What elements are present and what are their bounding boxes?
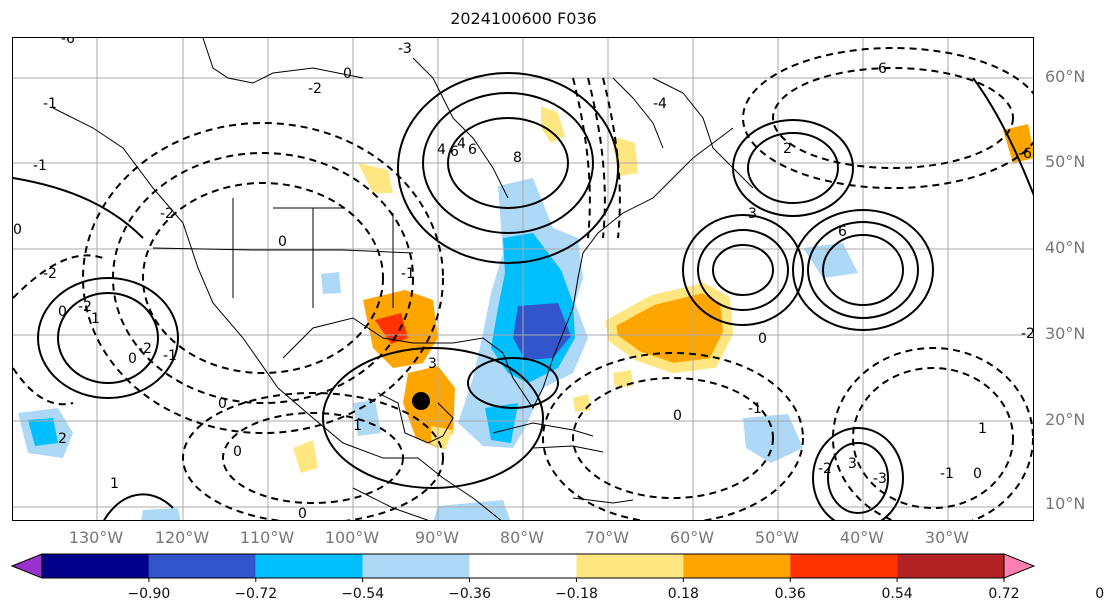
colorbar-cell [897, 554, 1004, 578]
contour-label: 4 [437, 142, 446, 158]
contour-label: -1 [940, 466, 954, 482]
solid-contours [13, 72, 1033, 520]
contour-label: 2 [783, 141, 792, 157]
contour-label: 0 [343, 66, 352, 82]
colorbar-outline [41, 553, 1005, 579]
contour-label: 4 [457, 136, 466, 152]
colorbar-cell [576, 554, 684, 578]
contour-label: 6 [450, 144, 459, 160]
contour-label: 2 [58, 431, 67, 447]
contour-label: 6 [468, 142, 477, 158]
colorbar-cell [469, 554, 577, 578]
graticule [13, 38, 1033, 520]
contour-labels: -6 6 4 6 -6 -3 -2 -1 0 -2 8 4 2 0 -1 -2 … [13, 38, 1034, 521]
contour-label: 1 [110, 476, 119, 492]
lon-label: 120°W [154, 528, 210, 547]
storm-center-marker [412, 392, 430, 410]
contour-label: -3 [398, 41, 412, 57]
contour-label: -2 [138, 341, 152, 357]
contour-label: -3 [873, 471, 887, 487]
lon-label: 80°W [499, 528, 545, 547]
positive-shading [293, 106, 1033, 473]
colorbar-tick-label: −0.18 [554, 586, 598, 602]
contour-label: 0 [13, 222, 22, 238]
lon-label: 130°W [68, 528, 124, 547]
lon-label: 70°W [584, 528, 630, 547]
contour-label: -6 [873, 61, 887, 77]
contour-label: -2 [818, 461, 832, 477]
colorbar-tick-label: 0.36 [774, 586, 806, 602]
contour-label: 0 [58, 304, 67, 320]
contour-label: 3 [748, 206, 757, 222]
lon-label: 90°W [414, 528, 460, 547]
contour-label: -1 [163, 348, 177, 364]
colorbar-tick-label: −0.72 [234, 586, 278, 602]
contour-label: -1 [401, 266, 415, 282]
colorbar-arrow-low [10, 553, 43, 579]
contour-label: 1 [353, 418, 362, 434]
contour-label: -1 [33, 158, 47, 174]
contour-label: -2 [308, 81, 322, 97]
contour-label: -1 [748, 401, 762, 417]
colorbar-cell [42, 554, 149, 578]
colorbar-cell [683, 554, 791, 578]
lat-label: 60°N [1045, 67, 1086, 86]
contour-label: 0 [973, 466, 982, 482]
contour-label: 0 [298, 506, 307, 521]
lat-label: 10°N [1045, 494, 1086, 513]
contour-label: 3 [848, 456, 857, 472]
dashed-contours [13, 47, 1033, 520]
colorbar-cell [255, 554, 363, 578]
map-title: 2024100600 F036 [450, 9, 597, 28]
contour-label: -2 [160, 206, 174, 222]
colorbar-cell [148, 554, 256, 578]
colorbar-tick-label: −0.90 [127, 586, 171, 602]
colorbar-tick-label: −0.36 [448, 586, 491, 602]
colorbar-tick-label: 0.54 [881, 586, 913, 602]
lon-label: 40°W [839, 528, 885, 547]
contour-label: -6 [61, 38, 75, 47]
contour-label: 1 [978, 421, 987, 437]
contour-label: 0 [233, 444, 242, 460]
contour-label: 6 [838, 224, 847, 240]
contour-label: -2 [43, 266, 57, 282]
contour-label: 8 [513, 150, 522, 166]
coastlines [52, 38, 754, 520]
contour-label: -2 [1021, 326, 1034, 342]
lon-label: 50°W [754, 528, 800, 547]
contour-label: 1 [91, 311, 100, 327]
contour-label: -2 [78, 299, 92, 315]
colorbar-tick-label: −0.54 [341, 586, 385, 602]
lon-label: 30°W [924, 528, 970, 547]
colorbar [10, 553, 1036, 582]
colorbar-cell [790, 554, 898, 578]
colorbar-arrow-high [1003, 553, 1036, 579]
contour-label: -4 [653, 96, 667, 112]
map-canvas: -6 6 4 6 -6 -3 -2 -1 0 -2 8 4 2 0 -1 -2 … [13, 38, 1034, 521]
lon-label: 100°W [324, 528, 380, 547]
contour-label: 0 [278, 234, 287, 250]
map-panel: -6 6 4 6 -6 -3 -2 -1 0 -2 8 4 2 0 -1 -2 … [12, 37, 1034, 521]
lon-label: 60°W [669, 528, 715, 547]
colorbar-tick-label: 0.18 [667, 586, 699, 602]
lon-label: 110°W [239, 528, 295, 547]
contour-label: 0 [128, 351, 137, 367]
contour-label: 3 [428, 356, 437, 372]
lat-label: 30°N [1045, 324, 1086, 343]
lat-label: 20°N [1045, 410, 1086, 429]
contour-label: -1 [43, 96, 57, 112]
contour-label: 0 [673, 408, 682, 424]
lat-label: 40°N [1045, 238, 1086, 257]
colorbar-cell [362, 554, 470, 578]
contour-label: -6 [1018, 146, 1032, 162]
colorbar-tick-label: 0.90 [1095, 586, 1105, 602]
colorbar-tick-label: 0.72 [988, 586, 1020, 602]
contour-label: 0 [758, 331, 767, 347]
contour-label: 0 [218, 396, 227, 412]
lat-label: 50°N [1045, 152, 1086, 171]
